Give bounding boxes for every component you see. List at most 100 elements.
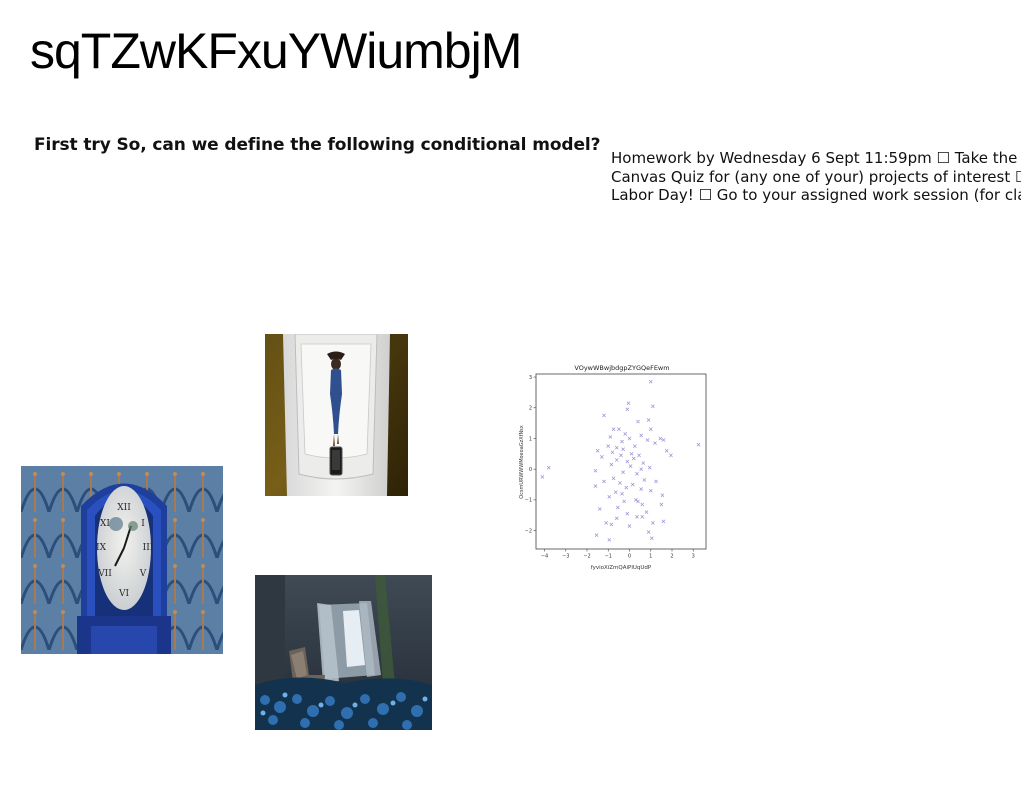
y-axis: −2 −1 0 1 2 3 <box>525 375 536 534</box>
scatter-point <box>628 464 633 468</box>
scatter-chart: VOywWBwjbdgpZYGQeFEwm −4 −3 −2 −1 0 1 2 3 −2 −1 0… <box>519 364 707 571</box>
x-tick-label: 3 <box>692 554 695 560</box>
scatter-point <box>659 502 664 507</box>
scatter-point <box>602 479 606 484</box>
scatter-point <box>641 461 646 465</box>
photo-icon: XII I III V VI VII IX XI <box>21 466 223 654</box>
y-tick-label: −2 <box>525 528 532 534</box>
scatter-point <box>609 522 614 527</box>
scatter-point <box>623 432 628 436</box>
scatter-point <box>619 453 623 458</box>
homework-line: Homework by Wednesday 6 Sept 11:59pm ☐ T… <box>611 149 1018 167</box>
scatter-point <box>607 537 612 542</box>
scatter-point <box>630 482 635 487</box>
scatter-point <box>629 451 634 456</box>
scatter-point <box>646 418 651 422</box>
chart-title: VOywWBwjbdgpZYGQeFEwm <box>574 364 669 372</box>
scatter-point <box>618 481 622 485</box>
scatter-point <box>661 519 666 524</box>
scatter-point <box>653 441 657 445</box>
scatter-point <box>640 502 645 507</box>
scatter-point <box>624 485 629 490</box>
y-tick-label: 1 <box>529 436 532 442</box>
y-axis-label: OcsmURWWWMoeoaGzXfNsx <box>519 425 525 499</box>
x-tick-label: −4 <box>541 554 548 560</box>
scatter-point <box>658 436 663 441</box>
scatter-point <box>651 404 655 409</box>
svg-text:V: V <box>139 569 147 579</box>
scatter-point <box>620 491 624 496</box>
scatter-point <box>642 478 647 482</box>
x-axis: −4 −3 −2 −1 0 1 2 3 <box>541 549 695 560</box>
svg-text:VII: VII <box>97 569 112 579</box>
scatter-point <box>635 514 639 519</box>
x-axis-label: fyvioXiZmQAiPlUqUdP <box>591 565 652 571</box>
scatter-point <box>614 445 619 450</box>
scatter-point <box>625 459 630 464</box>
photo-icon <box>265 334 408 496</box>
scatter-point <box>610 450 615 455</box>
homework-text: Homework by Wednesday 6 Sept 11:59pm ☐ T… <box>611 149 1021 205</box>
woman-on-boat-photo <box>265 334 408 496</box>
svg-text:I: I <box>141 519 145 529</box>
scatter-point <box>600 455 604 459</box>
scatter-point <box>606 444 611 448</box>
blue-grandfather-clock-photo: XII I III V VI VII IX XI <box>21 466 223 654</box>
x-tick-label: −3 <box>562 554 569 560</box>
scatter-point <box>594 533 599 538</box>
scatter-point <box>607 494 612 499</box>
scatter-point <box>602 413 606 418</box>
scatter-point <box>615 505 620 510</box>
scatter-point <box>651 521 655 525</box>
scatter-point <box>546 465 551 470</box>
scatter-point <box>639 487 644 491</box>
scatter-point <box>608 435 613 439</box>
scatter-point <box>648 427 653 432</box>
scatter-point <box>614 516 619 521</box>
scatter-point <box>635 471 639 476</box>
y-tick-label: 0 <box>529 467 532 473</box>
scatter-point <box>646 530 651 534</box>
scatter-point <box>627 436 632 441</box>
scatter-point <box>625 407 630 412</box>
scatter-point <box>648 379 653 384</box>
y-tick-label: 2 <box>529 406 532 412</box>
scatter-point <box>609 462 614 467</box>
scatter-point <box>613 490 618 495</box>
scatter-point <box>644 510 649 515</box>
scatter-point <box>621 470 625 475</box>
scatter-point <box>611 476 616 481</box>
scatter-point <box>639 467 644 472</box>
scatter-point <box>636 499 640 504</box>
scatter-point <box>669 453 673 458</box>
scatter-point <box>617 427 621 432</box>
x-tick-label: 1 <box>649 554 652 560</box>
scatter-point <box>631 456 636 461</box>
scatter-point <box>639 433 644 438</box>
scatter-point <box>645 438 650 442</box>
scatter-point <box>632 444 637 448</box>
x-tick-label: 2 <box>670 554 673 560</box>
homework-line: Labor Day! ☐ Go to your assigned work se… <box>611 186 1021 204</box>
scatter-point <box>640 514 645 519</box>
x-tick-label: −1 <box>605 554 612 560</box>
scatter-point <box>664 448 669 453</box>
scatter-point <box>611 427 616 432</box>
photo-icon <box>255 575 432 730</box>
scatter-point <box>621 447 625 452</box>
scatter-point <box>625 511 630 516</box>
scatter-point <box>595 448 600 453</box>
room-with-blue-flowers-photo <box>255 575 432 730</box>
svg-text:XII: XII <box>117 503 131 513</box>
scatter-point <box>634 498 638 502</box>
scatter-point <box>654 479 658 484</box>
scatter-point <box>593 468 598 473</box>
scatter-point <box>637 453 641 458</box>
y-tick-label: 3 <box>529 375 532 381</box>
svg-text:III: III <box>143 543 154 553</box>
scatter-point <box>620 439 624 444</box>
scatter-point <box>648 488 653 493</box>
scatter-point <box>597 507 602 511</box>
scatter-point <box>540 475 545 479</box>
x-tick-label: 0 <box>628 554 631 560</box>
